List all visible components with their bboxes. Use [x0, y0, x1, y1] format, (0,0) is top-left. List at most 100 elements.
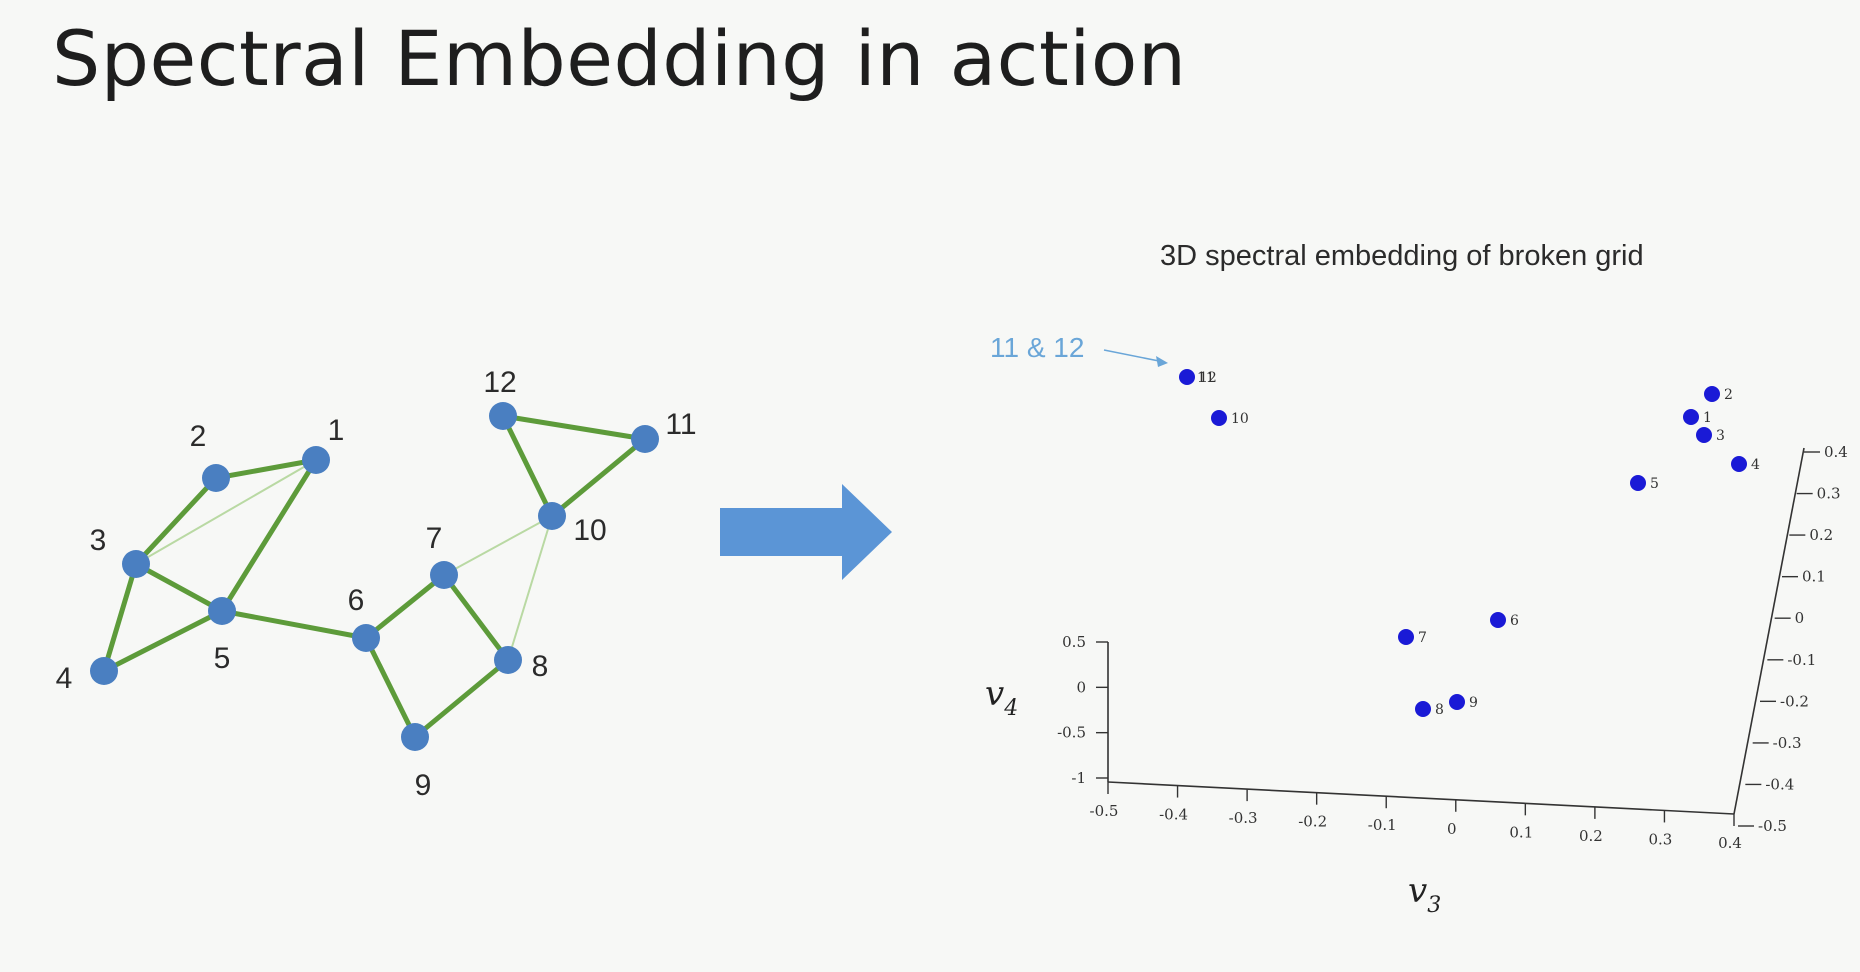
x-tick-label: -0.4: [1159, 806, 1188, 824]
edge-4-5: [101, 608, 225, 674]
axis-tick-labels: -0.5 -0.4 -0.3 -0.2 -0.1 0 0.1 0.2 0.3 0.4 0.5 0 -0.…: [1057, 443, 1848, 852]
node-label-6: 6: [348, 584, 365, 617]
node-12: [489, 402, 517, 430]
node-9: [401, 723, 429, 751]
edge-6-9: [363, 635, 418, 740]
node-label-8: 8: [532, 650, 549, 683]
edge-11-10: [549, 436, 648, 519]
graph-edges: [101, 413, 648, 740]
embedding-point-label-4: 4: [1751, 457, 1760, 473]
y-tick-label: 0.5: [1062, 633, 1086, 651]
edge-2-3: [133, 475, 219, 567]
x-tick-label: 0.2: [1579, 827, 1603, 845]
node-2: [202, 464, 230, 492]
embedding-point-label-10: 10: [1231, 411, 1249, 427]
embedding-point-5: [1630, 475, 1646, 491]
node-label-4: 4: [56, 662, 73, 695]
node-5: [208, 597, 236, 625]
embedding-point-4: [1731, 456, 1747, 472]
embedding-point-3: [1696, 427, 1712, 443]
node-label-7: 7: [426, 522, 443, 555]
edge-3-5: [133, 561, 225, 614]
node-1: [302, 446, 330, 474]
node-label-9: 9: [415, 769, 432, 802]
y-axis-label: v4: [985, 674, 1018, 721]
x-tick-label: 0.1: [1509, 823, 1533, 841]
x-axis-label: v3: [1408, 871, 1441, 918]
embedding-point-label-1: 1: [1703, 410, 1712, 426]
embedding-point-label-2: 2: [1724, 387, 1733, 403]
x-tick-label: 0: [1447, 820, 1457, 838]
embedding-point-label-12: 12: [1199, 370, 1217, 386]
x-tick-label: 0.3: [1649, 830, 1673, 848]
node-8: [494, 646, 522, 674]
edge-8-9: [412, 657, 511, 740]
embedding-point-label-7: 7: [1418, 630, 1427, 646]
graph-nodes: [90, 402, 659, 751]
x-tick-label: -0.3: [1229, 809, 1258, 827]
z-tick-label: 0.2: [1809, 526, 1833, 544]
plot-title: 3D spectral embedding of broken grid: [1160, 240, 1644, 272]
node-label-12: 12: [483, 366, 516, 399]
embedding-point-label-8: 8: [1435, 702, 1444, 718]
node-label-2: 2: [190, 420, 207, 453]
embedding-point-8: [1415, 701, 1431, 717]
edge-7-10: [443, 515, 553, 576]
edge-12-11: [500, 413, 648, 442]
z-tick-label: -0.3: [1773, 734, 1802, 752]
node-label-3: 3: [90, 524, 107, 557]
embedding-point-10: [1211, 410, 1227, 426]
z-tick-label: -0.1: [1787, 651, 1816, 669]
edge-2-1: [213, 457, 319, 481]
plot-axes: [1107, 447, 1805, 815]
embedding-point-2: [1704, 386, 1720, 402]
edge-3-4: [101, 561, 139, 674]
axis-ticks: [1096, 451, 1820, 827]
z-tick-label: -0.4: [1765, 775, 1794, 793]
embedding-point-label-5: 5: [1650, 476, 1659, 492]
embedding-point-label-3: 3: [1716, 428, 1725, 444]
node-label-5: 5: [214, 642, 231, 675]
z-tick-label: 0.4: [1824, 443, 1848, 461]
z-tick-label: -0.5: [1758, 817, 1787, 835]
node-label-10: 10: [573, 514, 606, 547]
annotation-arrowhead-icon: [1156, 356, 1168, 367]
transform-arrow-icon: [720, 484, 892, 580]
z-tick-label: -0.2: [1780, 692, 1809, 710]
x-tick-label: -0.1: [1368, 816, 1397, 834]
x-tick-label: -0.5: [1090, 802, 1119, 820]
node-4: [90, 657, 118, 685]
node-label-1: 1: [328, 414, 345, 447]
y-tick-label: -1: [1071, 769, 1086, 787]
edge-7-8: [441, 572, 511, 663]
edge-6-7: [363, 572, 447, 641]
annotation-arrow: [1103, 349, 1165, 363]
node-3: [122, 550, 150, 578]
edge-12-10: [500, 413, 555, 519]
embedding-point-label-11: 11: [1197, 370, 1215, 386]
embedding-point-9: [1449, 694, 1465, 710]
slide-title: Spectral Embedding in action: [52, 14, 1187, 103]
y-tick-label: -0.5: [1057, 724, 1086, 742]
embedding-point-12: [1179, 369, 1195, 385]
y-tick-label: 0: [1076, 678, 1086, 696]
edge-8-10: [507, 515, 553, 661]
z-tick-label: 0.3: [1817, 485, 1841, 503]
edge-3-1: [135, 459, 317, 565]
node-label-11: 11: [665, 408, 696, 441]
node-11: [631, 425, 659, 453]
annotation-label: 11 & 12: [990, 332, 1084, 363]
embedding-point-label-6: 6: [1510, 613, 1519, 629]
embedding-point-1: [1683, 409, 1699, 425]
x-tick-label: -0.2: [1298, 813, 1327, 831]
z-tick-label: 0: [1795, 609, 1805, 627]
node-6: [352, 624, 380, 652]
embedding-point-6: [1490, 612, 1506, 628]
node-10: [538, 502, 566, 530]
embedding-point-7: [1398, 629, 1414, 645]
z-tick-label: 0.1: [1802, 568, 1826, 586]
edge-5-6: [219, 608, 369, 641]
